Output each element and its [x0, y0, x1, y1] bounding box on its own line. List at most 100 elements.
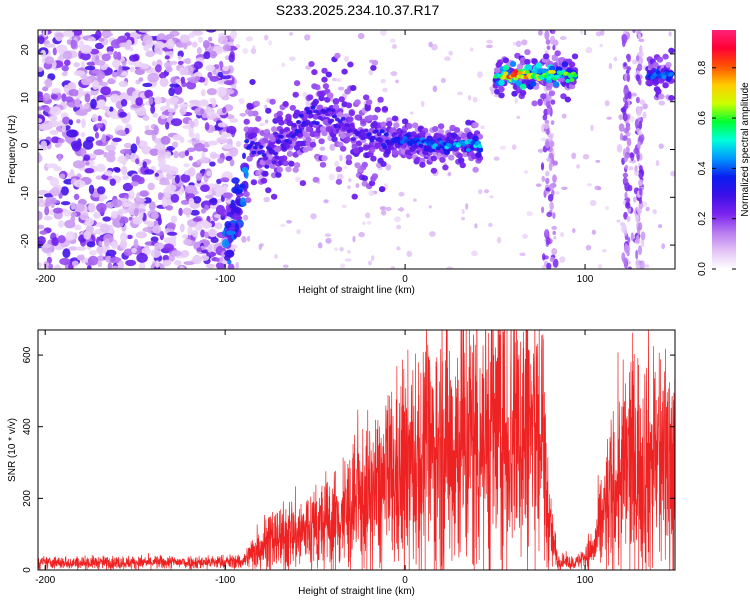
- spectrogram-cell: [328, 173, 335, 181]
- spectrogram-cell: [429, 140, 435, 145]
- spectrogram-cell: [155, 64, 162, 73]
- spectrogram-cell: [386, 121, 393, 127]
- spectrogram-cell: [305, 126, 312, 133]
- spectrogram-cell: [194, 76, 201, 81]
- spectrogram-cell: [380, 78, 386, 84]
- spectrogram-cell: [209, 161, 216, 167]
- spectrogram-cell: [120, 148, 132, 155]
- spectrogram-cell: [382, 145, 388, 150]
- spectrogram-cell: [348, 110, 355, 117]
- spectrogram-cell: [634, 165, 638, 173]
- spectrogram-cell: [402, 135, 408, 140]
- spectrogram-cell: [273, 151, 278, 156]
- spectrogram-cell: [547, 106, 551, 115]
- spectrogram-cell: [545, 170, 550, 177]
- spectrogram-cell: [281, 62, 286, 68]
- spectrogram-cell: [63, 209, 72, 217]
- spectrogram-cell: [295, 140, 302, 147]
- spectrogram-cell: [121, 60, 127, 67]
- spectrogram-cell: [585, 46, 593, 54]
- spectrogram-cell: [207, 71, 213, 79]
- spectrogram-cell: [484, 189, 490, 194]
- spectrogram-cell: [560, 231, 565, 238]
- spectrogram-cell: [38, 152, 42, 162]
- spectrogram-cell: [561, 186, 568, 190]
- spectrogram-cell: [410, 131, 417, 138]
- spectrogram-cell: [658, 224, 663, 229]
- spectrogram-cell: [188, 32, 195, 38]
- spectrogram-cell: [97, 115, 102, 122]
- spectrogram-cell: [101, 32, 114, 37]
- spectrogram-cell: [286, 220, 292, 224]
- spectrogram-cell: [121, 165, 128, 176]
- spectrogram-cell: [138, 30, 151, 33]
- spectrogram-cell: [347, 128, 353, 133]
- spectrogram-cell: [456, 152, 463, 159]
- spectrogram-cell: [319, 146, 326, 151]
- spectrogram-cell: [210, 197, 218, 206]
- spectrogram-cell: [253, 100, 260, 107]
- spectrogram-cell: [196, 221, 202, 230]
- spectrogram-cell: [160, 114, 167, 120]
- spectrogram-cell: [396, 224, 402, 230]
- spectrogram-cell: [543, 123, 550, 130]
- spectrogram-cell: [542, 253, 546, 261]
- y-tick-label: 200: [22, 490, 33, 507]
- spectrogram-cell: [622, 172, 629, 178]
- spectrogram-cell: [93, 149, 105, 156]
- spectrogram-cell: [309, 141, 317, 148]
- spectrogram-cell: [119, 232, 128, 242]
- spectrogram-cell: [636, 153, 640, 162]
- spectrogram-cell: [324, 233, 332, 238]
- spectrogram-cell: [86, 241, 96, 248]
- spectrogram-cell: [243, 214, 249, 221]
- spectrogram-cell: [91, 113, 99, 122]
- spectrogram-cell: [624, 164, 629, 170]
- spectrogram-cell: [378, 137, 384, 142]
- spectrogram-cell: [432, 126, 439, 132]
- spectrogram-cell: [76, 246, 87, 251]
- spectrogram-cell: [471, 250, 478, 257]
- spectrogram-cell: [502, 64, 510, 71]
- spectrogram-cell: [110, 140, 118, 147]
- spectrogram-cell: [293, 80, 301, 87]
- spectrogram-cell: [204, 122, 210, 131]
- spectrogram-cell: [180, 199, 190, 205]
- spectrogram-cell: [193, 196, 202, 204]
- spectrogram-cell: [618, 114, 625, 120]
- spectrogram-cell: [332, 77, 337, 82]
- spectrogram-cell: [42, 93, 51, 101]
- spectrogram-cell: [628, 91, 632, 100]
- spectrogram-cell: [113, 51, 119, 60]
- spectrogram-cell: [635, 235, 640, 244]
- spectrogram-cell: [150, 104, 156, 114]
- spectrogram-cell: [62, 116, 71, 125]
- spectrogram-cell: [572, 73, 578, 78]
- spectrogram-cell: [95, 163, 106, 172]
- spectrogram-cell: [361, 175, 368, 182]
- spectrogram-cell: [550, 120, 555, 125]
- spectrogram-cell: [180, 76, 185, 84]
- spectrogram-cell: [207, 140, 219, 146]
- x-tick-label: 100: [577, 274, 594, 285]
- spectrogram-cell: [561, 61, 569, 68]
- spectrogram-cell: [268, 40, 272, 46]
- spectrogram-cell: [122, 175, 129, 180]
- spectrogram-cell: [322, 83, 330, 90]
- spectrogram-cell: [355, 183, 360, 189]
- spectrogram-cell: [147, 72, 159, 83]
- spectrogram-cell: [324, 112, 330, 117]
- spectrogram-cell: [296, 131, 304, 138]
- spectrogram-cell: [352, 147, 360, 154]
- x-axis-label: Height of straight line (km): [298, 586, 415, 597]
- spectrogram-cell: [209, 75, 220, 82]
- spectrogram-cell: [70, 39, 78, 49]
- spectrogram-cell: [71, 260, 79, 267]
- spectrogram-cell: [666, 75, 671, 80]
- spectrogram-cell: [193, 142, 205, 152]
- spectrogram-cell: [134, 208, 139, 217]
- spectrogram-cell: [84, 93, 91, 103]
- spectrogram-cell: [70, 216, 76, 222]
- spectrogram-cell: [159, 180, 171, 186]
